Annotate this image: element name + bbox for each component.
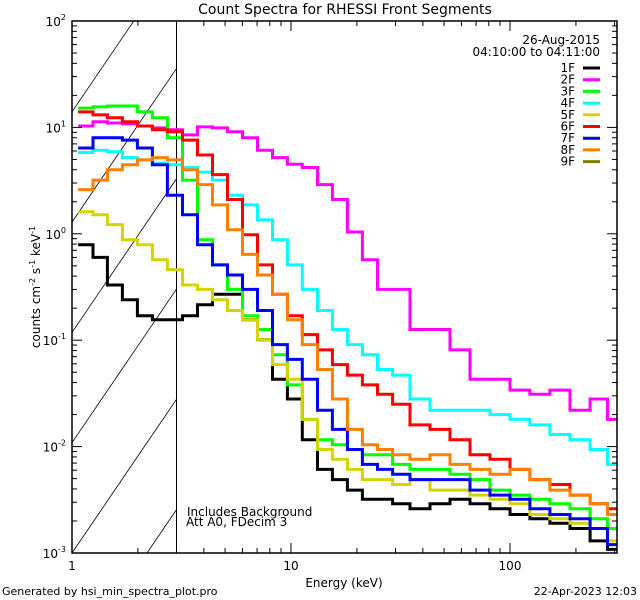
series-5F bbox=[78, 210, 617, 543]
x-tick-label: 10 bbox=[283, 559, 298, 573]
x-tick-label: 100 bbox=[499, 559, 522, 573]
series-2F bbox=[78, 120, 617, 421]
plot-frame bbox=[71, 20, 618, 554]
observation-date: 26-Aug-2015 bbox=[522, 33, 600, 47]
annotation-attenuator: Att A0, FDecim 3 bbox=[186, 515, 287, 529]
hatch-line bbox=[72, 178, 177, 334]
x-axis-label: Energy (keV) bbox=[305, 576, 382, 590]
hatch-line bbox=[72, 398, 177, 553]
y-tick-label: 10-1 bbox=[43, 332, 66, 348]
footer-timestamp: 22-Apr-2023 12:03 bbox=[534, 585, 637, 598]
legend-label-3F: 3F bbox=[560, 84, 575, 98]
legend-label-9F: 9F bbox=[560, 155, 575, 169]
series-8F bbox=[78, 156, 617, 516]
time-range: 04:10:00 to 04:11:00 bbox=[473, 45, 600, 59]
legend-label-5F: 5F bbox=[560, 108, 575, 122]
series-7F bbox=[78, 136, 617, 547]
y-axis-label: counts cm-2 s-1 keV-1 bbox=[28, 226, 43, 348]
x-tick-label: 1 bbox=[68, 559, 76, 573]
legend-label-7F: 7F bbox=[560, 131, 575, 145]
hatch-line bbox=[72, 67, 177, 223]
footer-generated-by: Generated by hsi_min_spectra_plot.pro bbox=[2, 585, 218, 598]
legend-label-4F: 4F bbox=[560, 96, 575, 110]
chart-title: Count Spectra for RHESSI Front Segments bbox=[198, 2, 492, 18]
hatch-line bbox=[72, 288, 177, 444]
y-tick-label: 100 bbox=[46, 226, 66, 242]
legend-label-6F: 6F bbox=[560, 120, 575, 134]
legend-label-2F: 2F bbox=[560, 73, 575, 87]
hatch-line bbox=[72, 21, 135, 113]
y-tick-label: 101 bbox=[46, 119, 66, 135]
hatched-region bbox=[72, 21, 177, 553]
legend-label-8F: 8F bbox=[560, 143, 575, 157]
y-tick-label: 10-3 bbox=[43, 545, 66, 561]
legend-label-1F: 1F bbox=[560, 61, 575, 75]
y-tick-label: 102 bbox=[46, 13, 66, 29]
annotation-background: Includes Background bbox=[187, 505, 312, 519]
y-tick-label: 10-2 bbox=[43, 439, 66, 455]
series-1F bbox=[78, 243, 617, 551]
